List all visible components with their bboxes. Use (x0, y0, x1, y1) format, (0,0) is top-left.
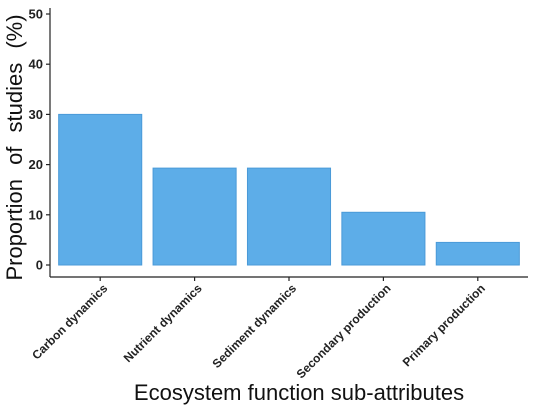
y-tick-label: 30 (29, 107, 43, 122)
y-tick-label: 10 (29, 207, 43, 222)
bars (58, 113, 520, 266)
y-tick-label: 20 (29, 157, 43, 172)
x-axis-ticks: Carbon dynamics Nutrient dynamics Sediment… (29, 277, 488, 381)
bar (246, 167, 332, 266)
bar (58, 113, 143, 266)
y-tick-label: 50 (29, 7, 43, 22)
x-tick-label: Sediment dynamics (210, 281, 300, 371)
bar (341, 211, 426, 266)
bar (152, 167, 237, 266)
x-tick-label: Secondary production (294, 281, 394, 381)
y-tick-label: 40 (29, 57, 43, 72)
y-tick-label: 0 (36, 258, 43, 273)
x-tick-label: Nutrient dynamics (121, 281, 205, 365)
bar (435, 241, 520, 266)
x-tick-label: Carbon dynamics (29, 281, 110, 362)
x-tick-label: Primary production (400, 281, 488, 369)
y-axis-title: Proportion of studies (%) (2, 14, 27, 280)
y-axis-ticks: 0 10 20 30 40 50 (29, 7, 50, 273)
x-axis-title: Ecosystem function sub-attributes (134, 380, 464, 405)
